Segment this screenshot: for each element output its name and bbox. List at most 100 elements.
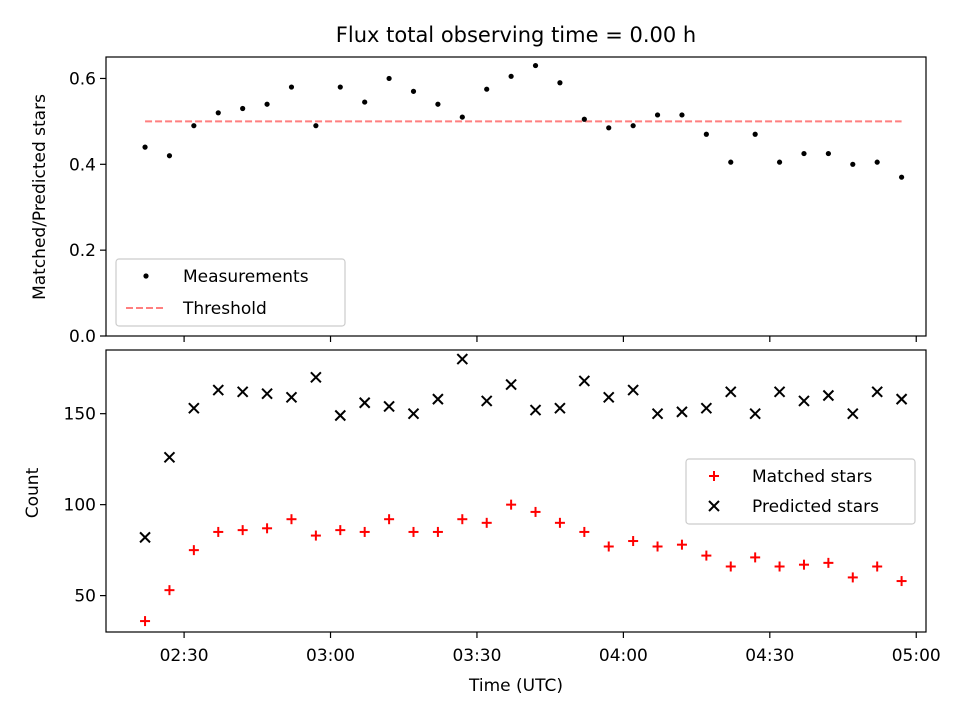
predicted-star-point <box>749 407 761 420</box>
bottom-legend: Matched stars Predicted stars <box>685 458 916 525</box>
matched-star-point <box>603 541 614 552</box>
predicted-star-point-b <box>236 386 249 398</box>
predicted-star-point <box>554 402 566 414</box>
measurement-point <box>142 144 148 150</box>
predicted-star-point-b <box>139 531 151 544</box>
predicted-star-point-b <box>334 409 346 422</box>
measurement-point <box>362 99 368 105</box>
matched-star-point <box>798 559 809 570</box>
matched-star-point <box>725 561 736 572</box>
chart-title: Flux total observing time = 0.00 h <box>336 23 696 47</box>
matched-star-point <box>579 526 590 537</box>
matched-star-point <box>554 517 565 528</box>
top-data-marks <box>142 62 905 180</box>
predicted-star-point <box>847 407 859 420</box>
bottom-y-tick-label: 50 <box>74 587 96 607</box>
matched-star-point <box>310 530 321 541</box>
measurement-point <box>484 86 490 92</box>
matched-star-point <box>506 499 517 510</box>
x-axis-label: Time (UTC) <box>468 676 563 696</box>
predicted-star-point <box>261 387 273 400</box>
measurement-point <box>386 75 392 82</box>
matched-star-point <box>140 616 151 627</box>
legend-predicted-label: Predicted stars <box>752 497 879 517</box>
top-y-tick-label: 0.0 <box>69 327 96 347</box>
measurement-point <box>166 153 173 159</box>
x-tick-label: 02:30 <box>160 646 209 666</box>
predicted-star-point <box>627 384 639 396</box>
top-y-axis-label: Matched/Predicted stars <box>30 94 50 300</box>
measurement-point <box>410 88 417 94</box>
measurement-point <box>752 131 758 137</box>
predicted-star-point-b <box>871 386 883 398</box>
top-y-tick-label: 0.2 <box>69 241 96 261</box>
predicted-star-point-b <box>700 402 713 414</box>
predicted-star-point-b <box>603 391 615 404</box>
matched-star-point <box>237 525 248 536</box>
predicted-star-point <box>481 395 493 407</box>
bottom-data-marks <box>139 353 908 627</box>
matched-star-point <box>628 536 639 547</box>
matched-star-point <box>262 523 273 534</box>
matched-star-point <box>530 506 541 517</box>
matched-star-point <box>432 526 443 537</box>
predicted-star-point <box>163 451 176 464</box>
top-legend: Measurements Threshold <box>115 258 346 327</box>
legend-matched-label: Matched stars <box>752 467 872 487</box>
matched-star-point <box>481 517 492 528</box>
top-y-tick-label: 0.6 <box>69 69 96 89</box>
predicted-star-point <box>773 386 786 398</box>
predicted-star-point <box>456 353 469 365</box>
measurement-point <box>606 125 612 131</box>
measurement-point <box>679 112 685 118</box>
matched-star-point <box>408 526 419 537</box>
measurement-point <box>557 80 563 86</box>
matched-star-point <box>896 576 907 587</box>
matched-star-point <box>774 561 785 572</box>
matched-star-point <box>164 585 175 596</box>
measurement-point <box>532 62 539 69</box>
predicted-star-point-b <box>578 375 591 387</box>
measurement-point <box>240 105 246 112</box>
measurement-point <box>654 112 661 118</box>
x-tick-label: 03:00 <box>306 646 355 666</box>
bottom-panel: 50 100 150 02:30 03:00 03:30 04:00 04:30 05:00 C… <box>23 349 941 696</box>
top-axis-ticks: 0.0 0.2 0.4 0.6 <box>69 69 917 347</box>
predicted-star-point <box>603 391 615 404</box>
predicted-star-point <box>798 395 810 407</box>
legend-measurements-marker <box>143 273 149 279</box>
bottom-axis-ticks: 50 100 150 02:30 03:00 03:30 04:00 04:30 05:00 <box>64 405 941 666</box>
measurement-point <box>801 150 807 157</box>
predicted-star-point-b <box>456 353 469 365</box>
top-axes-frame <box>105 56 927 337</box>
top-panel: 0.0 0.2 0.4 0.6 Matched/Predicted stars Mea… <box>30 56 927 347</box>
matched-star-point <box>652 541 663 552</box>
bottom-axes-frame <box>105 349 927 633</box>
predicted-star-point <box>358 397 371 409</box>
matched-star-point <box>872 561 883 572</box>
matched-star-point <box>701 550 712 561</box>
matched-star-point <box>847 572 858 583</box>
predicted-star-point <box>725 386 737 398</box>
measurement-point <box>264 101 270 107</box>
legend-predicted-marker <box>708 500 720 512</box>
predicted-star-point-b <box>554 402 566 414</box>
matched-star-point <box>750 552 761 563</box>
predicted-star-point-b <box>358 397 371 409</box>
predicted-star-point-b <box>529 404 542 416</box>
measurement-point <box>215 110 221 116</box>
predicted-star-point-b <box>676 406 688 418</box>
predicted-star-point-b <box>798 395 810 407</box>
predicted-star-point <box>578 375 591 387</box>
predicted-star-point <box>651 407 664 420</box>
legend-matched-marker <box>709 471 719 481</box>
measurement-point <box>581 116 587 122</box>
predicted-star-point-b <box>481 395 493 407</box>
predicted-star-point <box>700 402 713 414</box>
x-tick-label: 04:00 <box>599 646 648 666</box>
predicted-star-point <box>334 409 346 422</box>
predicted-star-point-b <box>310 371 322 383</box>
measurement-point <box>313 123 319 129</box>
predicted-star-point-b <box>407 407 420 420</box>
